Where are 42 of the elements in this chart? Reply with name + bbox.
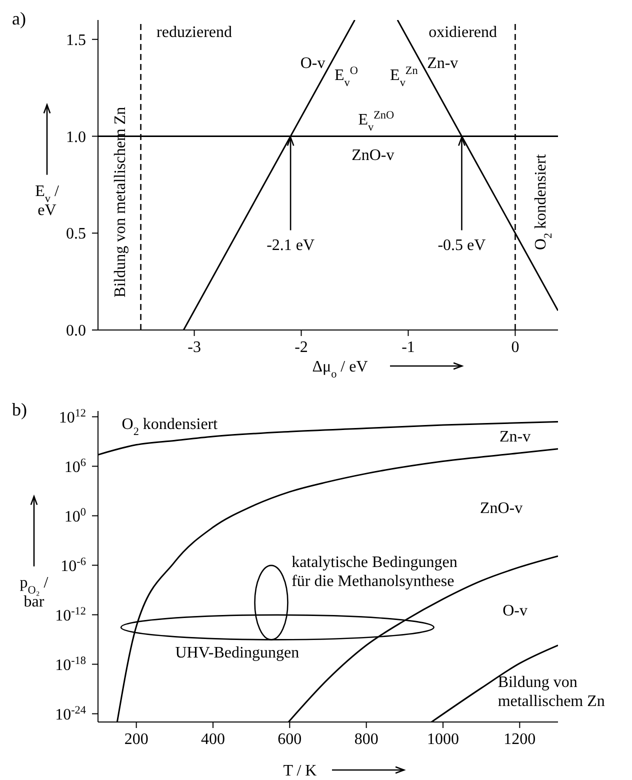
annotation: O$_{2}$ kondensiert	[122, 416, 218, 438]
y-tick-label: 10$^{-24}$	[55, 704, 86, 724]
x-tick-label: 800	[354, 731, 378, 748]
chart-title: b)	[12, 399, 27, 420]
x-tick-label: -1	[402, 339, 415, 356]
series-label: O-v	[300, 55, 326, 72]
x-axis-title: T / K	[283, 762, 318, 780]
annotation: reduzierend	[156, 24, 232, 42]
annotation: Bildung von metallischem Zn	[498, 674, 605, 710]
x-axis-title: Δμ$_{o}$ / eV	[312, 358, 368, 381]
x-tick-label: 1000	[427, 731, 459, 748]
x-tick-label: 0	[511, 339, 520, 356]
y-tick-label: 10$^{-6}$	[60, 556, 86, 575]
x-tick-label: -2	[294, 339, 308, 356]
annotation: ZnO-v	[480, 500, 523, 518]
y-tick-label: 0.0	[66, 322, 86, 340]
y-tick-label: 1.0	[66, 128, 86, 146]
x-tick-label: 400	[201, 731, 225, 748]
y-tick-label: 10$^{-18}$	[55, 654, 86, 674]
x-tick-label: 200	[124, 731, 148, 748]
annotation: katalytische Bedingungen für die Methanolsynthese	[292, 554, 458, 590]
y-tick-label: 10$^{0}$	[64, 506, 86, 526]
annotation: Bildung von metallischem Zn	[112, 106, 129, 298]
y-axis-title: E$_{v}$ / eV	[35, 182, 60, 219]
y-tick-label: 10$^{6}$	[64, 456, 86, 476]
series-label: ZnO-v	[352, 146, 394, 164]
x-tick-label: -3	[188, 339, 201, 356]
y-axis-title: p$_{O₂}$ / bar	[20, 574, 49, 611]
annotation: O-v	[502, 602, 528, 620]
x-tick-label: 1200	[504, 731, 536, 748]
annotation: -0.5 eV	[438, 236, 486, 254]
x-tick-label: 600	[278, 731, 302, 748]
chart-title: a)	[12, 8, 26, 28]
y-tick-label: 10$^{-12}$	[55, 605, 86, 624]
y-tick-label: 0.5	[66, 226, 86, 243]
annotation: -2.1 eV	[266, 236, 315, 254]
annotation: oxidierend	[428, 24, 497, 42]
annotation: UHV-Bedingungen	[175, 644, 300, 662]
annotation: Zn-v	[500, 428, 531, 446]
series-label: Zn-v	[427, 55, 458, 72]
y-tick-label: 10$^{12}$	[58, 407, 86, 426]
y-tick-label: 1.5	[66, 32, 86, 49]
